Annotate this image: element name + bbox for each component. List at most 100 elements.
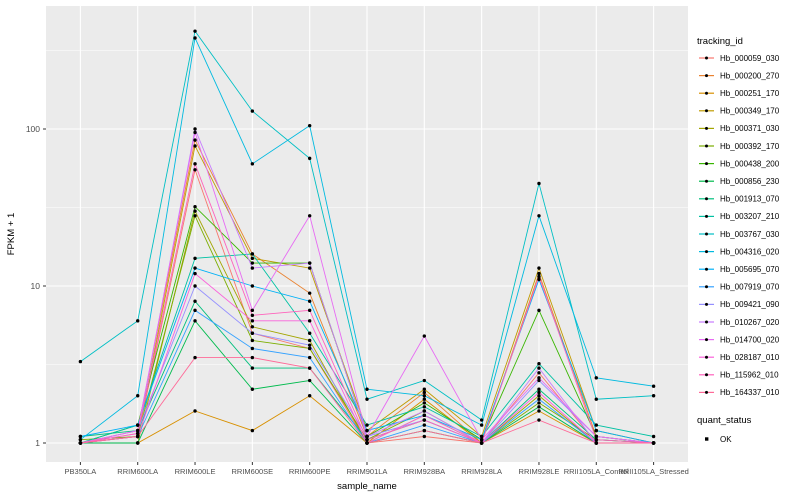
legend-key-point [705, 74, 708, 78]
data-point [250, 319, 255, 323]
legend-item: Hb_000856_230 [699, 177, 780, 186]
legend-item-label: Hb_000392_170 [720, 142, 780, 151]
data-point [307, 308, 312, 313]
legend-item: Hb_009421_090 [699, 300, 780, 309]
legend-key-point [705, 91, 708, 95]
legend-key-point [705, 56, 708, 60]
data-point [422, 378, 427, 383]
legend-item-label: Hb_003767_030 [720, 230, 780, 239]
legend-key-point [705, 267, 708, 271]
legend-item-label: Hb_007919_070 [720, 283, 780, 292]
data-point [537, 361, 541, 366]
legend-key-point [705, 250, 708, 254]
data-point [537, 271, 541, 276]
data-point [307, 331, 312, 335]
data-point [365, 397, 369, 401]
legend-key-point [705, 302, 708, 306]
data-point [307, 156, 312, 161]
data-point [250, 266, 255, 270]
y-tick-label: 10 [31, 281, 41, 291]
legend-key-point [705, 338, 708, 342]
data-point [537, 405, 541, 409]
legend-status-label: OK [720, 435, 732, 444]
x-tick-label: PB350LA [65, 467, 97, 476]
legend-item-label: Hb_000349_170 [720, 107, 780, 116]
x-tick-label: RRIM600SE [232, 467, 274, 476]
legend-item: Hb_000371_030 [699, 124, 780, 133]
legend-key-point [705, 179, 708, 183]
data-point [193, 138, 197, 142]
legend-item: Hb_000349_170 [699, 107, 780, 116]
legend-key-point [705, 320, 708, 324]
data-point [537, 181, 541, 186]
x-tick-label: RRIM600LA [117, 467, 158, 476]
legend-item-label: Hb_000438_200 [720, 159, 780, 168]
data-point [78, 359, 83, 364]
data-point [250, 308, 255, 313]
legend-item: Hb_115962_010 [699, 371, 779, 380]
data-point [193, 127, 197, 131]
data-point [422, 423, 427, 427]
data-point [136, 441, 140, 445]
data-point [193, 130, 197, 135]
data-point [422, 409, 427, 413]
x-tick-label: RRII105LA_Stressed [618, 467, 688, 476]
data-point [193, 355, 197, 360]
data-point [136, 434, 140, 439]
data-point [136, 319, 140, 323]
data-point [479, 437, 484, 442]
x-axis-title: sample_name [337, 481, 397, 492]
data-point [250, 428, 255, 433]
data-point [250, 256, 255, 261]
legend-key-point [705, 355, 708, 359]
data-point [479, 423, 484, 427]
data-point [365, 423, 369, 427]
data-point [479, 418, 484, 422]
data-point [193, 168, 197, 172]
data-point [537, 387, 541, 391]
data-point [250, 109, 255, 113]
data-point [651, 394, 656, 398]
data-point [307, 214, 312, 218]
data-point [537, 397, 541, 401]
data-point [250, 346, 255, 351]
data-point [594, 423, 598, 427]
data-point [365, 441, 369, 445]
data-point [250, 284, 255, 288]
legend-item-label: Hb_000251_170 [720, 89, 780, 98]
x-tick-label: RRIM928LE [519, 467, 560, 476]
legend-item-label: Hb_000856_230 [720, 177, 780, 186]
data-point [422, 394, 427, 398]
data-point [193, 266, 197, 270]
data-point [250, 261, 255, 265]
data-point [365, 428, 369, 433]
data-point [479, 434, 484, 439]
legend-item: Hb_028187_010 [699, 353, 780, 362]
data-point [193, 204, 197, 209]
legend-item-label: Hb_001913_070 [720, 195, 780, 204]
legend-key-point [705, 285, 708, 289]
data-point [422, 401, 427, 405]
data-point [422, 390, 427, 395]
data-point [307, 366, 312, 370]
data-point [307, 355, 312, 360]
data-point [651, 434, 656, 439]
data-point [537, 274, 541, 279]
legend-key-point [705, 373, 708, 377]
y-axis-title: FPKM + 1 [6, 213, 17, 256]
data-point [307, 346, 312, 351]
data-point [651, 441, 656, 445]
legend-item: Hb_003207_210 [699, 212, 780, 221]
legend-key-point [705, 232, 708, 236]
data-point [422, 334, 427, 338]
data-point [422, 428, 427, 433]
data-point [594, 437, 598, 442]
legend-key-point [705, 162, 708, 166]
legend-item: Hb_000200_270 [699, 71, 780, 80]
x-tick-label: RRII105LA_Control [564, 467, 629, 476]
data-point [594, 434, 598, 439]
data-point [193, 162, 197, 166]
data-point [307, 266, 312, 270]
legend-item: Hb_000392_170 [699, 142, 780, 151]
